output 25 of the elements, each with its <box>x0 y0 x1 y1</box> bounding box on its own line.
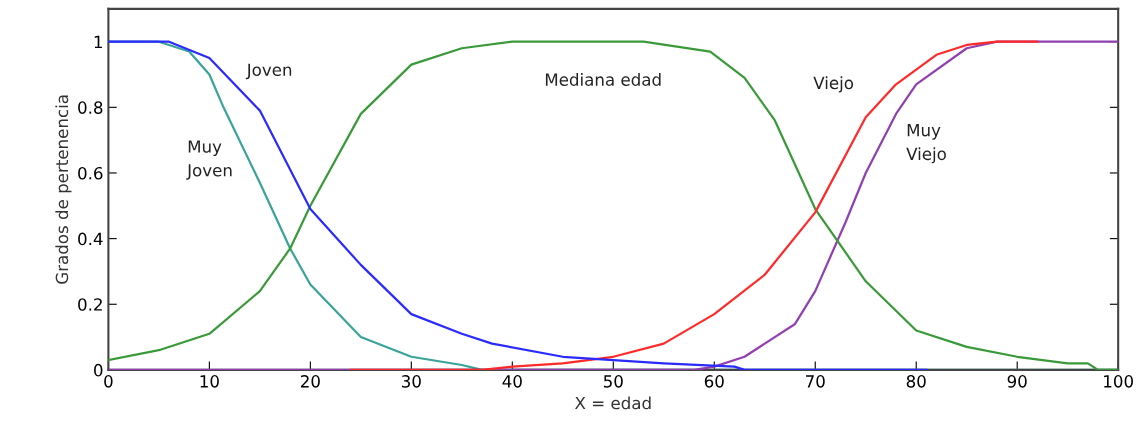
y-tick-label: 0.2 <box>78 298 102 311</box>
x-tick-label: 60 <box>704 375 724 388</box>
y-tick-label: 0.6 <box>78 166 103 180</box>
x-axis-title: X = edad <box>574 396 651 410</box>
x-tick-label: 80 <box>906 375 926 388</box>
x-tick-label: 20 <box>300 375 320 388</box>
x-tick-label: 70 <box>806 375 825 388</box>
y-tick-label: 1 <box>94 35 102 49</box>
series-label: Viejo <box>813 76 854 93</box>
x-tick-label: 30 <box>402 375 421 388</box>
series-label: Mediana edad <box>545 73 661 86</box>
y-axis-title: Grados de pertenencia <box>55 95 72 284</box>
x-tick-label: 50 <box>603 375 623 388</box>
x-tick-label: 10 <box>200 375 219 388</box>
series-label: Joven <box>245 63 292 80</box>
x-tick-label: 90 <box>1007 375 1027 388</box>
series-label: Muy Viejo <box>906 124 946 164</box>
x-tick-label: 0 <box>104 375 113 388</box>
y-tick-label: 0.4 <box>78 232 103 246</box>
x-tick-label: 100 <box>1104 375 1133 388</box>
y-tick-label: 0 <box>94 363 103 377</box>
line-series <box>349 40 1039 370</box>
x-tick-label: 40 <box>502 375 522 388</box>
series-label: Muy Joven <box>186 140 232 180</box>
y-tick-label: 0.8 <box>78 101 103 114</box>
